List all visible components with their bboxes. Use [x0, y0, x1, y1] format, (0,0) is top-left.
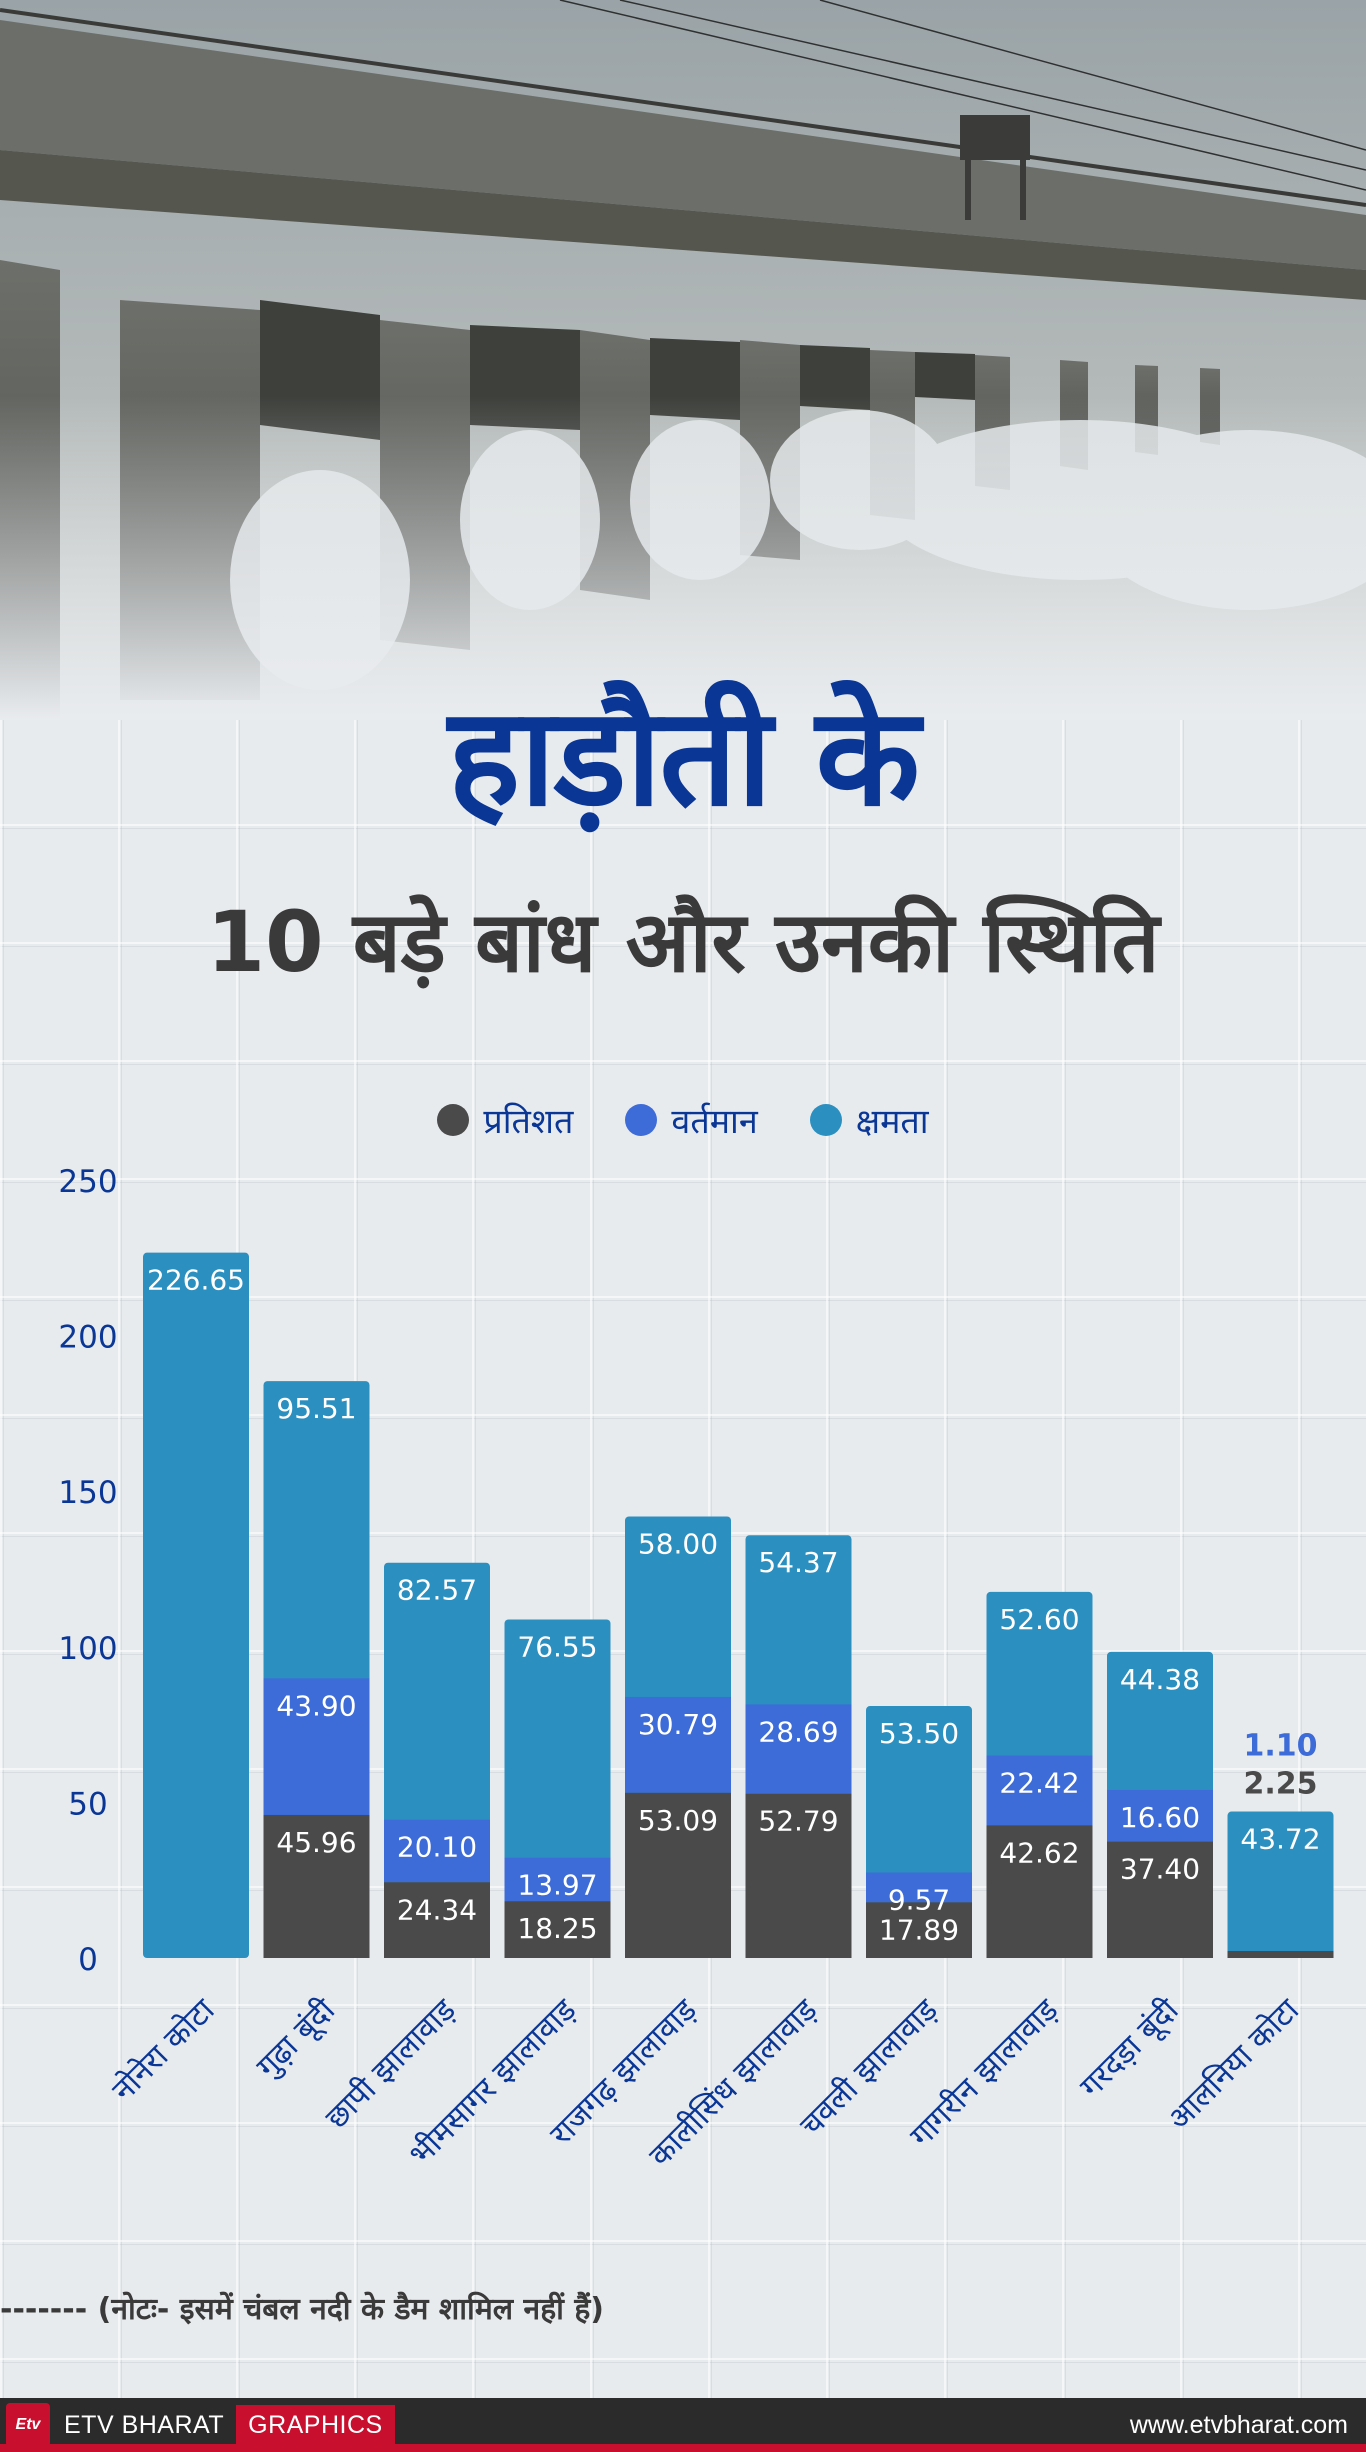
data-label-percent: 17.89	[879, 1913, 959, 1946]
bar-percent	[866, 1902, 972, 1958]
bar-capacity	[143, 1252, 249, 1958]
data-label-current: 28.69	[758, 1715, 838, 1748]
y-tick-label: 100	[58, 1631, 117, 1667]
bar-percent	[1227, 1950, 1334, 1958]
legend-dot-capacity	[809, 1104, 842, 1136]
data-label-percent: 42.62	[999, 1836, 1079, 1869]
y-tick-label: 250	[58, 1164, 117, 1200]
legend-dot-percent	[437, 1104, 470, 1136]
data-label-capacity: 58.00	[638, 1527, 718, 1560]
data-label-current: 13.97	[517, 1869, 597, 1902]
data-label-percent: 53.09	[638, 1804, 718, 1837]
data-label-current: 22.42	[999, 1767, 1079, 1800]
footnote: ------- (नोटः- इसमें चंबल नदी के डैम शाम…	[0, 2292, 604, 2327]
legend-label-percent: प्रतिशत	[483, 1102, 574, 1142]
legend-item-capacity: क्षमता	[809, 1097, 929, 1143]
bar-percent	[625, 1792, 731, 1958]
data-label-current: 20.10	[397, 1831, 477, 1864]
data-label-capacity: 226.65	[147, 1264, 245, 1297]
x-category-label: गुढ़ा बूंदी	[250, 1992, 344, 2086]
bar-current	[384, 1819, 490, 1883]
x-category-label: नोनेरा कोटा	[105, 1992, 222, 2109]
data-label-current: 43.90	[276, 1689, 356, 1722]
bar-percent	[1107, 1841, 1213, 1958]
y-tick-label: 0	[78, 1942, 98, 1978]
footer-accent-strip	[0, 2444, 1366, 2452]
data-label-percent: 2.25	[1243, 1767, 1317, 1802]
legend-item-percent: प्रतिशत	[437, 1097, 573, 1143]
dam-bar-chart: 0 50 100 150 200 250 226.65 नोनेरा कोटा 95.51 43.…	[58, 1164, 1334, 2174]
y-tick-label: 50	[68, 1786, 107, 1822]
data-label-current: 9.57	[888, 1884, 950, 1917]
footer-url[interactable]: www.etvbharat.com	[1129, 2410, 1348, 2439]
footer-bar: Etv ETV BHARAT GRAPHICS www.etvbharat.co…	[0, 2398, 1366, 2452]
data-label-capacity: 43.72	[1240, 1823, 1320, 1856]
data-label-capacity: 53.50	[879, 1717, 959, 1750]
footer-brand: ETV BHARAT	[64, 2410, 225, 2439]
legend-dot-current	[625, 1104, 658, 1136]
legend-item-current: वर्तमान	[625, 1097, 758, 1143]
dam-photo	[0, 0, 1366, 720]
data-label-capacity: 82.57	[397, 1574, 477, 1607]
data-label-current: 16.60	[1120, 1801, 1200, 1834]
etv-logo: Etv	[6, 2403, 50, 2447]
data-label-capacity: 54.37	[758, 1546, 838, 1579]
bar-capacity	[1227, 1811, 1334, 1958]
footer-graphics-tag: GRAPHICS	[236, 2404, 395, 2446]
bar-percent	[986, 1825, 1093, 1958]
bar-current	[625, 1696, 731, 1793]
page-title: हाड़ौती के	[448, 679, 920, 837]
data-label-percent: 18.25	[517, 1912, 597, 1945]
data-label-current: 1.10	[1243, 1729, 1317, 1764]
bar-percent	[745, 1793, 852, 1958]
data-label-capacity: 52.60	[999, 1603, 1079, 1636]
legend-label-capacity: क्षमता	[855, 1102, 929, 1142]
bar-current	[504, 1857, 611, 1902]
page-subtitle: 10 बड़े बांध और उनकी स्थिति	[206, 893, 1160, 991]
y-tick-label: 200	[58, 1320, 117, 1356]
data-label-percent: 37.40	[1120, 1853, 1200, 1886]
bar-current	[745, 1704, 852, 1794]
data-label-percent: 24.34	[397, 1893, 477, 1926]
y-tick-label: 150	[58, 1475, 117, 1511]
x-category-label: गरदड़ा बूंदी	[1073, 1992, 1187, 2106]
bar-current	[866, 1872, 972, 1903]
bar-percent	[263, 1814, 370, 1958]
bar-percent	[384, 1882, 490, 1958]
data-label-capacity: 95.51	[276, 1392, 356, 1425]
bar-percent	[504, 1901, 611, 1958]
x-category-label: आलनिया कोटा	[1161, 1992, 1307, 2138]
data-label-percent: 52.79	[758, 1805, 838, 1838]
data-label-capacity: 44.38	[1120, 1663, 1200, 1696]
bar-current	[263, 1678, 370, 1815]
data-label-percent: 45.96	[276, 1826, 356, 1859]
legend-label-current: वर्तमान	[671, 1102, 758, 1142]
chart-legend: प्रतिशत वर्तमान क्षमता	[0, 1097, 1366, 1143]
bar-current	[986, 1755, 1093, 1826]
bar-current	[1107, 1789, 1213, 1842]
data-label-capacity: 76.55	[517, 1631, 597, 1664]
data-label-current: 30.79	[638, 1708, 718, 1741]
